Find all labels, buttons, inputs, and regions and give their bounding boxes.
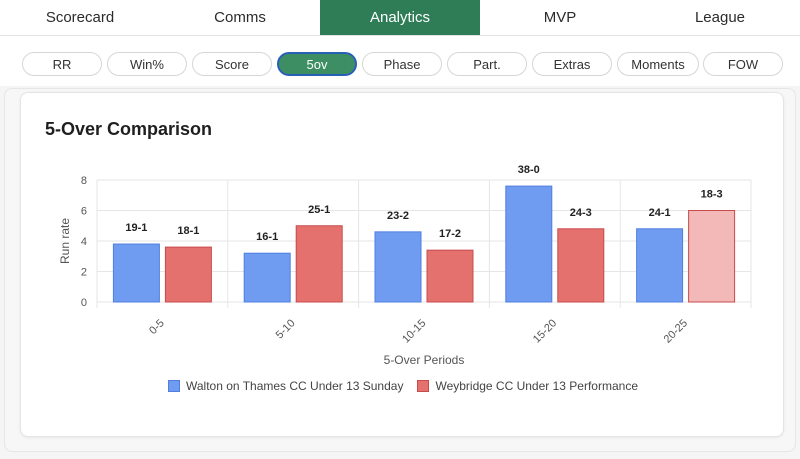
- bar-weybridge-10-15: [426, 249, 474, 303]
- tab-league[interactable]: League: [694, 9, 746, 26]
- subtab-phase[interactable]: Phase: [362, 52, 442, 76]
- legend-swatch: [417, 380, 430, 392]
- x-axis-title: 5-Over Periods: [384, 353, 465, 367]
- bar-data-label: 23-2: [387, 210, 409, 222]
- subtab-extras[interactable]: Extras: [532, 52, 612, 76]
- x-tick-label: 20-25: [662, 317, 690, 345]
- bar-weybridge-20-25: [688, 210, 736, 303]
- bar-data-label: 38-0: [518, 164, 540, 176]
- bar-walton-0-5: [112, 243, 160, 303]
- subtab-score[interactable]: Score: [192, 52, 272, 76]
- bar-walton-10-15: [374, 231, 422, 303]
- bar-data-label: 18-1: [177, 225, 199, 237]
- subtab-moments[interactable]: Moments: [617, 52, 699, 76]
- chart-legend: Walton on Thames CC Under 13 Sunday Weybr…: [21, 379, 785, 393]
- legend-label: Walton on Thames CC Under 13 Sunday: [186, 379, 404, 393]
- five-over-chart: 0 2 4 6 8 19-1 16-1 23-2 38-0 24-1 18-1 25-1 17-2 24-…: [58, 164, 752, 367]
- y-tick-label: 8: [81, 175, 87, 187]
- bar-data-label: 24-3: [570, 207, 592, 219]
- bar-data-label: 19-1: [125, 222, 147, 234]
- bar-data-label: 17-2: [439, 228, 461, 240]
- chart-card: 5-Over Comparison 0 2 4 6 8 19-1 16-1 23-2 38-0 2…: [20, 92, 784, 437]
- y-tick-label: 2: [81, 267, 87, 279]
- y-axis-title: Run rate: [58, 218, 72, 264]
- x-tick-label: 5-10: [274, 317, 298, 341]
- legend-label: Weybridge CC Under 13 Performance: [435, 379, 638, 393]
- x-tick-label: 10-15: [400, 317, 428, 345]
- top-tab-bar: Scorecard Comms Analytics MVP League: [0, 0, 800, 36]
- chart-title: 5-Over Comparison: [45, 119, 213, 139]
- bar-weybridge-0-5: [164, 246, 212, 303]
- subtab-rr[interactable]: RR: [22, 52, 102, 76]
- subtab-fow[interactable]: FOW: [703, 52, 783, 76]
- tab-comms[interactable]: Comms: [214, 9, 266, 26]
- y-tick-label: 4: [81, 236, 87, 248]
- bar-weybridge-5-10: [295, 225, 343, 303]
- chart-selector-bar: RR Win% Score 5ov Phase Part. Extras Moments FOW: [0, 36, 800, 86]
- y-tick-label: 0: [81, 297, 87, 309]
- tab-mvp[interactable]: MVP: [543, 9, 577, 26]
- bar-data-label: 16-1: [256, 231, 278, 243]
- legend-item[interactable]: Weybridge CC Under 13 Performance: [417, 379, 638, 393]
- tab-analytics[interactable]: Analytics: [320, 0, 480, 35]
- bar-data-label: 24-1: [649, 207, 671, 219]
- bar-data-label: 18-3: [701, 189, 723, 201]
- x-tick-label: 0-5: [147, 317, 167, 337]
- legend-item[interactable]: Walton on Thames CC Under 13 Sunday: [168, 379, 403, 393]
- subtab-5ov[interactable]: 5ov: [277, 52, 357, 76]
- subtab-part[interactable]: Part.: [447, 52, 527, 76]
- tab-scorecard[interactable]: Scorecard: [45, 9, 115, 26]
- bar-walton-5-10: [243, 252, 291, 303]
- subtab-win[interactable]: Win%: [107, 52, 187, 76]
- bar-data-label: 25-1: [308, 204, 330, 216]
- bar-walton-20-25: [636, 228, 684, 303]
- x-tick-label: 15-20: [531, 317, 559, 345]
- bar-walton-15-20: [505, 185, 553, 303]
- legend-swatch: [168, 380, 180, 392]
- y-tick-label: 6: [81, 206, 87, 218]
- bar-weybridge-15-20: [557, 228, 605, 303]
